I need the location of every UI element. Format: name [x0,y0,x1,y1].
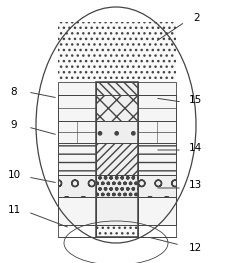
Bar [138,121,176,143]
Bar [138,175,176,197]
Bar [96,225,138,237]
Bar [96,82,138,237]
Bar [58,143,96,175]
Bar [96,197,138,225]
Bar [58,121,96,143]
Bar [58,82,96,95]
Bar [58,197,96,225]
Text: 12: 12 [188,243,202,253]
Bar [96,175,138,197]
Text: 11: 11 [7,205,21,215]
Bar [138,95,176,237]
Bar [96,82,138,95]
Bar [58,22,176,82]
Bar [138,82,176,95]
Text: 15: 15 [188,95,202,105]
Text: 8: 8 [11,87,17,97]
Text: 13: 13 [188,180,202,190]
Text: 10: 10 [7,170,21,180]
Bar [58,175,96,197]
Bar [96,143,138,175]
Bar [58,95,96,121]
Bar [138,95,176,121]
Text: 9: 9 [11,120,17,130]
Bar [138,143,176,175]
Bar [96,121,138,143]
Bar [58,95,96,237]
Bar [96,95,138,121]
Bar [138,197,176,225]
Text: 14: 14 [188,143,202,153]
Text: 2: 2 [194,13,200,23]
